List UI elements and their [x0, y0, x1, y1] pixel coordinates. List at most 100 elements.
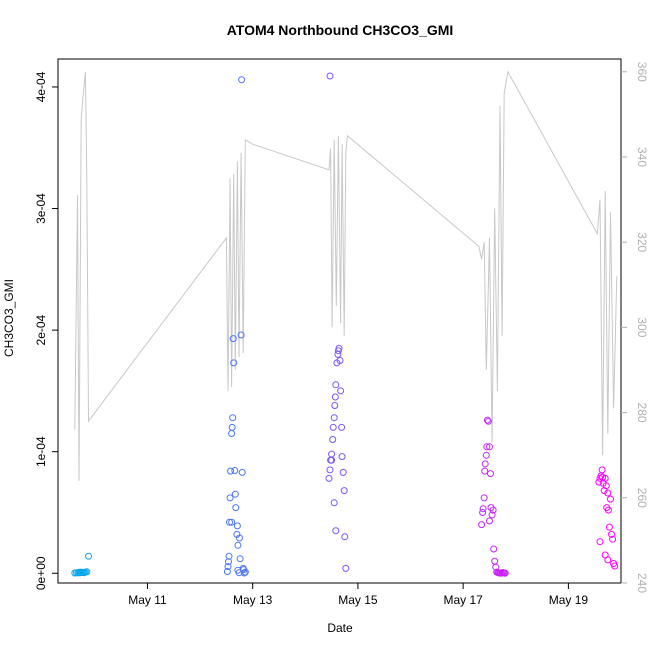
data-point: [481, 467, 489, 475]
data-point: [487, 470, 494, 478]
data-point: [231, 490, 239, 498]
altitude-trace-layer: [74, 70, 618, 481]
data-point: [238, 468, 246, 476]
data-point: [486, 443, 493, 451]
data-point: [328, 450, 336, 458]
y-tick-label: 1e-04: [34, 436, 48, 467]
data-point: [488, 511, 496, 519]
data-point: [331, 393, 339, 401]
data-point: [232, 504, 240, 512]
y-axis-label: CH3CO3_GMI: [2, 279, 16, 357]
data-point: [605, 523, 613, 531]
data-point: [604, 489, 612, 497]
data-point: [228, 430, 236, 437]
data-point: [227, 467, 235, 475]
data-point: [481, 460, 489, 468]
y2-tick-label: 360: [635, 62, 649, 82]
data-point: [602, 482, 610, 490]
data-point: [228, 518, 236, 526]
data-point: [604, 506, 612, 514]
data-point: [236, 534, 243, 542]
data-point: [486, 517, 493, 525]
data-point: [595, 478, 603, 486]
data-point: [225, 558, 232, 566]
data-point: [337, 387, 345, 395]
y-tick-label: 4e-04: [34, 71, 48, 102]
data-point: [325, 474, 333, 482]
data-point: [601, 474, 609, 482]
data-point: [335, 344, 343, 352]
data-point: [609, 535, 617, 543]
data-point: [478, 521, 486, 529]
data-point: [83, 568, 91, 576]
y2-tick-label: 260: [635, 488, 649, 508]
y2-tick-label: 240: [635, 573, 649, 593]
data-point: [490, 545, 498, 553]
data-point: [230, 359, 238, 367]
y2-tick-label: 320: [635, 232, 649, 252]
data-points-layer: [71, 72, 619, 577]
data-point: [330, 499, 338, 507]
y-axis-left: 0e+00 1e-04 2e-04 3e-04 4e-04: [34, 71, 58, 590]
chart-title: ATOM4 Northbound CH3CO3_GMI: [227, 22, 454, 38]
y-tick-label: 3e-04: [34, 193, 48, 224]
x-tick-label: May 19: [549, 593, 589, 607]
x-axis: May 11 May 13 May 15 May 17 May 19: [128, 583, 588, 607]
data-point: [233, 522, 241, 530]
data-point: [332, 381, 340, 389]
data-point: [330, 414, 338, 422]
data-point: [326, 466, 334, 474]
data-point: [229, 335, 237, 343]
data-point: [596, 538, 604, 546]
data-point: [229, 414, 237, 422]
data-point: [237, 331, 245, 339]
data-point: [228, 423, 236, 431]
data-point: [224, 563, 232, 571]
data-point: [604, 556, 612, 564]
data-point: [608, 530, 615, 538]
data-point: [223, 568, 231, 575]
data-point: [484, 417, 492, 425]
y2-tick-label: 280: [635, 403, 649, 423]
data-point: [479, 509, 487, 516]
data-point: [483, 443, 491, 451]
data-point: [226, 494, 234, 502]
data-point: [225, 552, 233, 560]
x-tick-label: May 15: [338, 593, 378, 607]
data-point: [336, 357, 344, 364]
data-point: [231, 467, 239, 474]
x-tick-label: May 11: [128, 593, 167, 607]
y-tick-label: 2e-04: [34, 314, 48, 345]
x-axis-label: Date: [327, 621, 353, 635]
data-point: [236, 555, 244, 563]
data-point: [341, 533, 349, 541]
data-point: [501, 569, 509, 577]
y-axis-right: 240 260 280 300 320 340 360: [621, 62, 649, 593]
data-point: [339, 468, 347, 476]
x-tick-label: May 17: [443, 593, 483, 607]
data-point: [85, 552, 92, 560]
y2-tick-label: 340: [635, 147, 649, 167]
altitude-trace-line: [74, 70, 618, 481]
data-point: [338, 453, 346, 461]
y-tick-label: 0e+00: [34, 556, 48, 590]
data-point: [338, 423, 346, 431]
data-point: [482, 451, 490, 459]
data-point: [489, 506, 497, 514]
data-point: [240, 569, 248, 577]
y2-tick-label: 300: [635, 317, 649, 337]
data-point: [226, 518, 233, 526]
data-point: [238, 76, 246, 84]
data-point: [483, 416, 491, 424]
data-point: [598, 466, 606, 474]
data-point: [241, 568, 249, 576]
data-point: [480, 494, 488, 502]
plot-frame: [57, 58, 622, 584]
data-point: [607, 495, 614, 503]
data-point: [326, 72, 334, 80]
data-point: [328, 456, 336, 464]
data-point: [342, 564, 350, 572]
data-point: [332, 527, 340, 535]
data-point: [329, 423, 337, 431]
